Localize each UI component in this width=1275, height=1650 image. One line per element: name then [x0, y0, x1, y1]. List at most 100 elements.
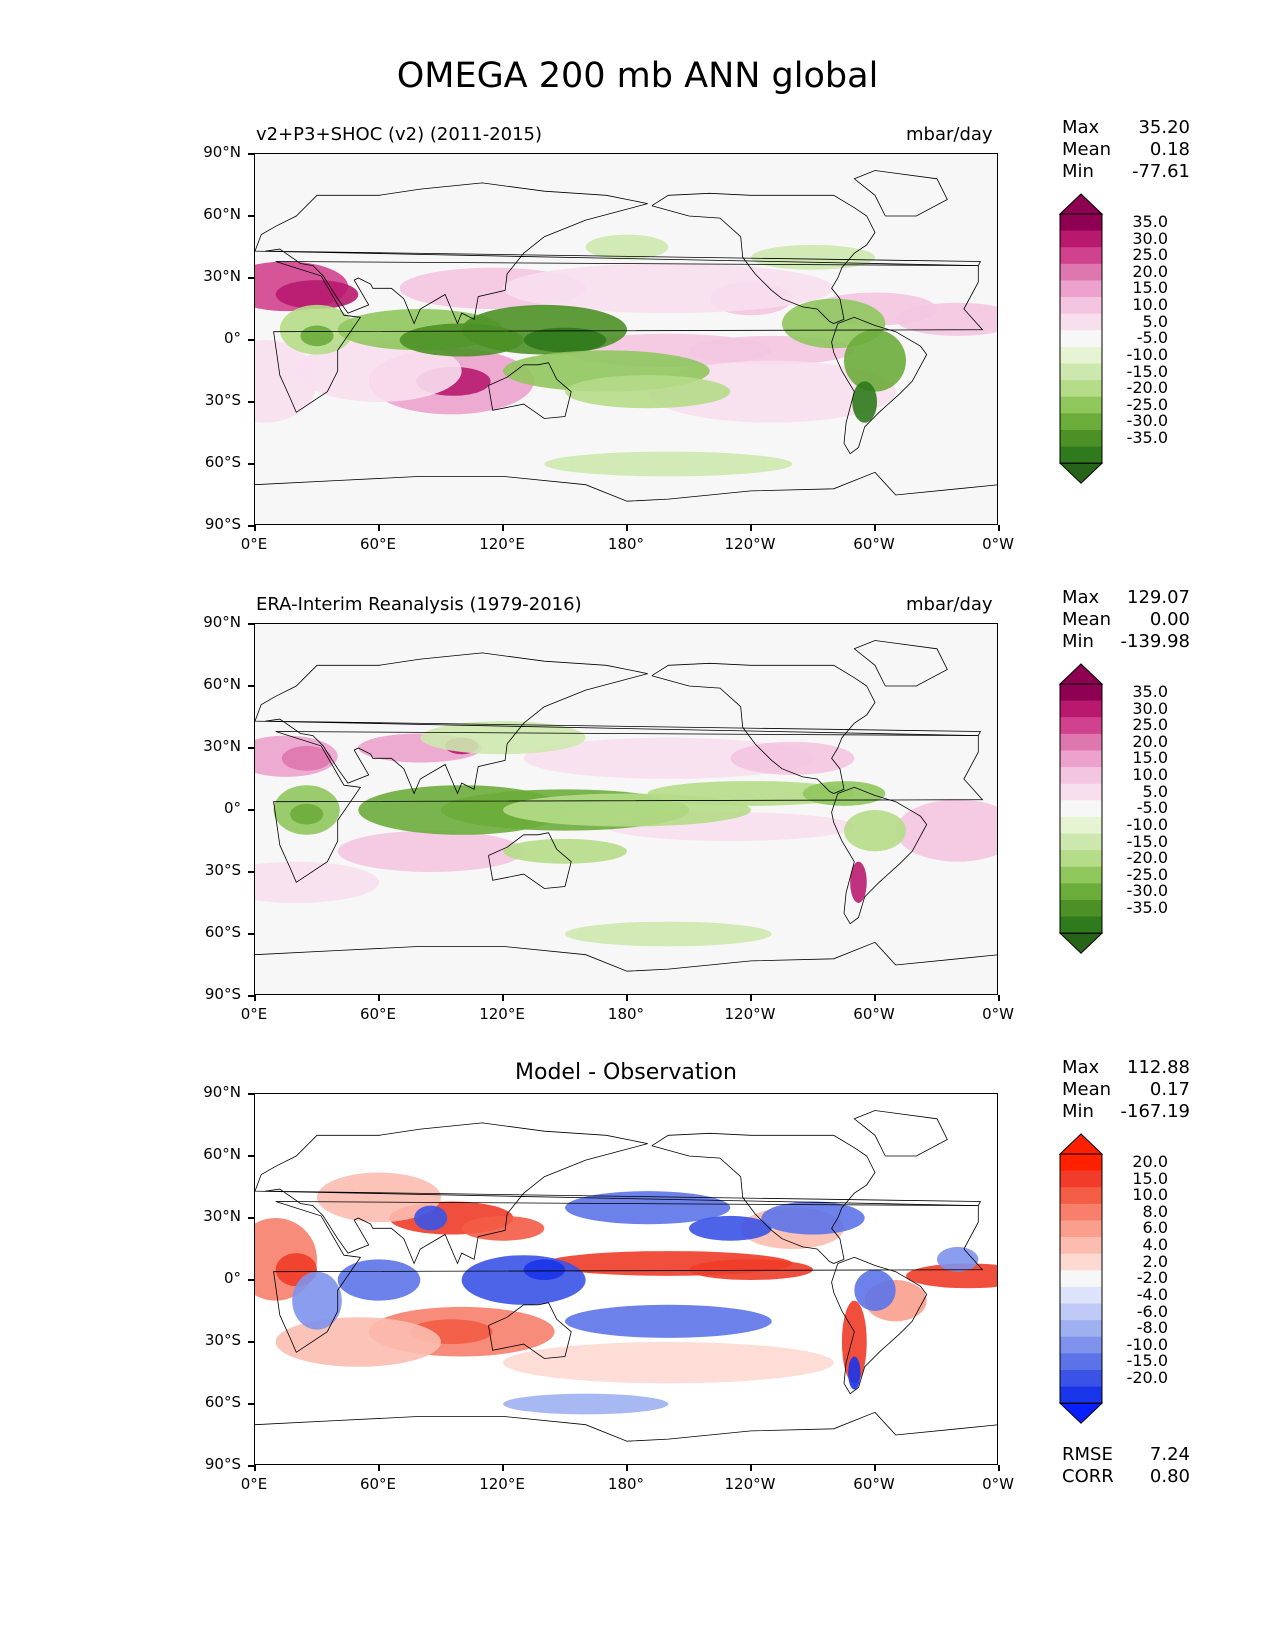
- lon-tick-label: 120°W: [724, 1005, 776, 1023]
- stat-row: Min -139.98: [1062, 631, 1190, 653]
- contour-region: [503, 263, 834, 314]
- colorbar-segment: [1060, 297, 1102, 315]
- lat-tick-mark: [248, 747, 254, 749]
- stat-row: Max 35.20: [1062, 117, 1190, 139]
- colorbar-segment: [1060, 346, 1102, 365]
- stat-value: 129.07: [1127, 587, 1190, 608]
- lat-tick-mark: [248, 277, 254, 279]
- colorbar-extend-max: [1058, 663, 1104, 685]
- contour-region: [730, 741, 855, 775]
- colorbar-label: -2.0: [1136, 1268, 1168, 1288]
- contour-region: [275, 280, 359, 309]
- colorbar-label: -15.0: [1126, 1351, 1168, 1371]
- colorbar-segment: [1060, 263, 1102, 281]
- colorbar-segment: [1060, 1353, 1102, 1371]
- lat-tick-label: 60°S: [204, 453, 241, 471]
- colorbar-label: 5.0: [1142, 311, 1168, 331]
- stat-value: 0.17: [1149, 1079, 1190, 1100]
- contour-region: [585, 234, 669, 260]
- lat-tick-mark: [248, 1341, 254, 1343]
- colorbar-segment: [1060, 429, 1102, 448]
- coastline: [273, 261, 984, 413]
- stat-row: Min -167.19: [1062, 1101, 1190, 1123]
- panel1-stats: Max 35.20 Mean 0.18 Min -77.61: [1062, 117, 1190, 183]
- contour-region: [647, 781, 855, 806]
- colorbar-label: 30.0: [1132, 698, 1168, 718]
- lat-tick-mark: [248, 995, 254, 997]
- coastline: [651, 192, 876, 324]
- colorbar-segment: [1060, 767, 1102, 785]
- colorbar-label: -35.0: [1126, 897, 1168, 917]
- lon-tick-mark: [626, 525, 628, 531]
- coastline: [488, 362, 572, 419]
- figure-title: OMEGA 200 mb ANN global: [396, 56, 879, 96]
- contour-region: [852, 381, 878, 423]
- colorbar-label: -25.0: [1126, 394, 1168, 414]
- contour-region: [255, 861, 379, 903]
- stat-value: -139.98: [1120, 631, 1190, 652]
- colorbar-segment: [1060, 380, 1102, 398]
- contour-region: [420, 721, 586, 755]
- panel3-metrics: RMSE 7.24 CORR 0.80: [1062, 1444, 1190, 1488]
- contour-region: [761, 1201, 865, 1235]
- colorbar-label: -25.0: [1126, 864, 1168, 884]
- contour-region: [317, 1172, 441, 1223]
- colorbar-segment: [1060, 1270, 1102, 1288]
- lat-tick-mark: [248, 401, 254, 403]
- panel2-stats: Max 129.07 Mean 0.00 Min -139.98: [1062, 587, 1190, 653]
- colorbar-label: -5.0: [1136, 798, 1168, 818]
- colorbar-frame: [1059, 213, 1103, 464]
- lon-tick-mark: [874, 1465, 876, 1471]
- colorbar-segment: [1060, 1203, 1102, 1221]
- stat-label: Min: [1062, 1101, 1094, 1122]
- lat-tick-mark: [248, 153, 254, 155]
- stat-label: Mean: [1062, 1079, 1112, 1100]
- colorbar-label: 35.0: [1132, 212, 1168, 231]
- contour-region: [937, 1246, 979, 1272]
- colorbar-label: 4.0: [1142, 1235, 1168, 1255]
- colorbar-label: 20.0: [1132, 731, 1168, 751]
- panel2-units: mbar/day: [906, 594, 993, 615]
- contour-region: [565, 1191, 731, 1225]
- lon-tick-label: 180°: [607, 1475, 645, 1493]
- colorbar-label: -30.0: [1126, 881, 1168, 901]
- lat-tick-label: 30°S: [204, 391, 241, 409]
- colorbar-label: -15.0: [1126, 831, 1168, 851]
- colorbar-segment: [1060, 883, 1102, 901]
- colorbar-label: -35.0: [1126, 427, 1168, 447]
- lon-tick-label: 60°W: [853, 535, 895, 553]
- panel2-colorbar: [1058, 663, 1104, 954]
- coastline: [488, 832, 572, 889]
- contour-region: [844, 329, 906, 392]
- lat-tick-label: 30°N: [203, 267, 241, 285]
- stat-label: Min: [1062, 631, 1094, 652]
- contour-region: [281, 745, 332, 771]
- colorbar-label: -20.0: [1126, 848, 1168, 868]
- stat-label: Max: [1062, 1057, 1100, 1078]
- contour-region: [844, 810, 906, 852]
- colorbar-segment: [1060, 717, 1102, 735]
- colorbar-segment: [1060, 1170, 1102, 1188]
- stat-row: Min -77.61: [1062, 161, 1190, 183]
- colorbar-frame: [1059, 683, 1103, 934]
- colorbar-label: 6.0: [1142, 1218, 1168, 1238]
- lon-tick-label: 120°W: [724, 535, 776, 553]
- metric-label: RMSE: [1062, 1444, 1113, 1465]
- colorbar-segment: [1060, 1253, 1102, 1271]
- lat-tick-label: 30°N: [203, 737, 241, 755]
- lon-tick-mark: [502, 525, 504, 531]
- metric-row: RMSE 7.24: [1062, 1444, 1190, 1466]
- colorbar-segment: [1060, 247, 1102, 265]
- panel1-subtitle: v2+P3+SHOC (v2) (2011-2015): [256, 124, 543, 145]
- lon-tick-label: 0°W: [982, 1475, 1014, 1493]
- contour-region: [300, 325, 334, 347]
- contour-region: [461, 1255, 586, 1305]
- stat-value: 0.18: [1149, 139, 1190, 160]
- contour-region: [523, 1259, 565, 1280]
- contour-region: [292, 1271, 342, 1330]
- lon-tick-mark: [750, 995, 752, 1001]
- lon-tick-label: 60°E: [359, 1475, 397, 1493]
- lat-tick-label: 0°: [223, 1269, 241, 1287]
- lon-tick-mark: [254, 1465, 256, 1471]
- coastline: [831, 316, 928, 455]
